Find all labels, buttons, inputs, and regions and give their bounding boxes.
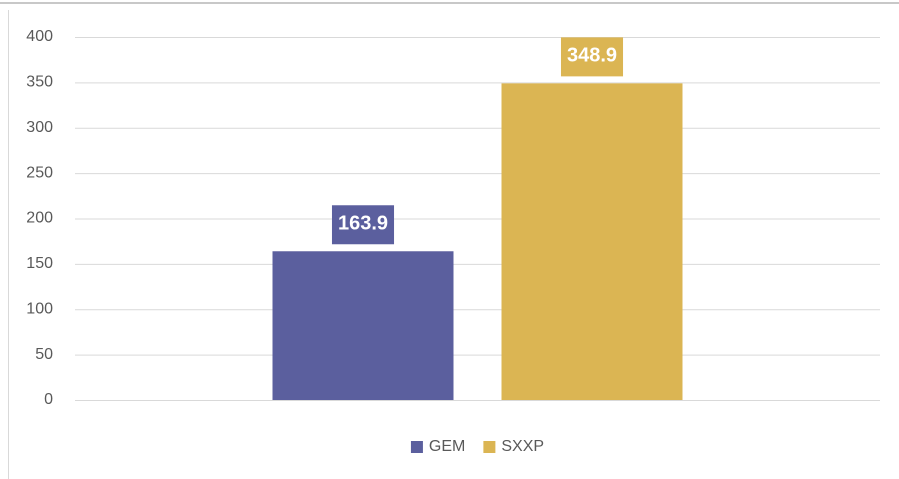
y-tick-label: 350 <box>26 74 53 91</box>
legend-swatch <box>410 441 423 453</box>
bar <box>272 251 454 400</box>
legend-label: GEM <box>429 438 465 455</box>
legend-label: SXXP <box>501 438 544 455</box>
y-tick-label: 400 <box>26 28 53 45</box>
y-tick-label: 0 <box>44 391 53 408</box>
legend-swatch <box>483 441 496 453</box>
data-label-box <box>331 205 395 245</box>
bar <box>501 83 683 400</box>
data-label-box <box>560 37 624 77</box>
y-tick-label: 300 <box>26 119 53 136</box>
y-tick-label: 200 <box>26 210 53 227</box>
y-tick-label: 50 <box>35 346 53 363</box>
y-tick-label: 150 <box>26 255 53 272</box>
y-tick-label: 100 <box>26 300 53 317</box>
data-label: 163.9 <box>338 213 388 235</box>
data-label: 348.9 <box>567 45 617 67</box>
y-tick-label: 250 <box>26 164 53 181</box>
